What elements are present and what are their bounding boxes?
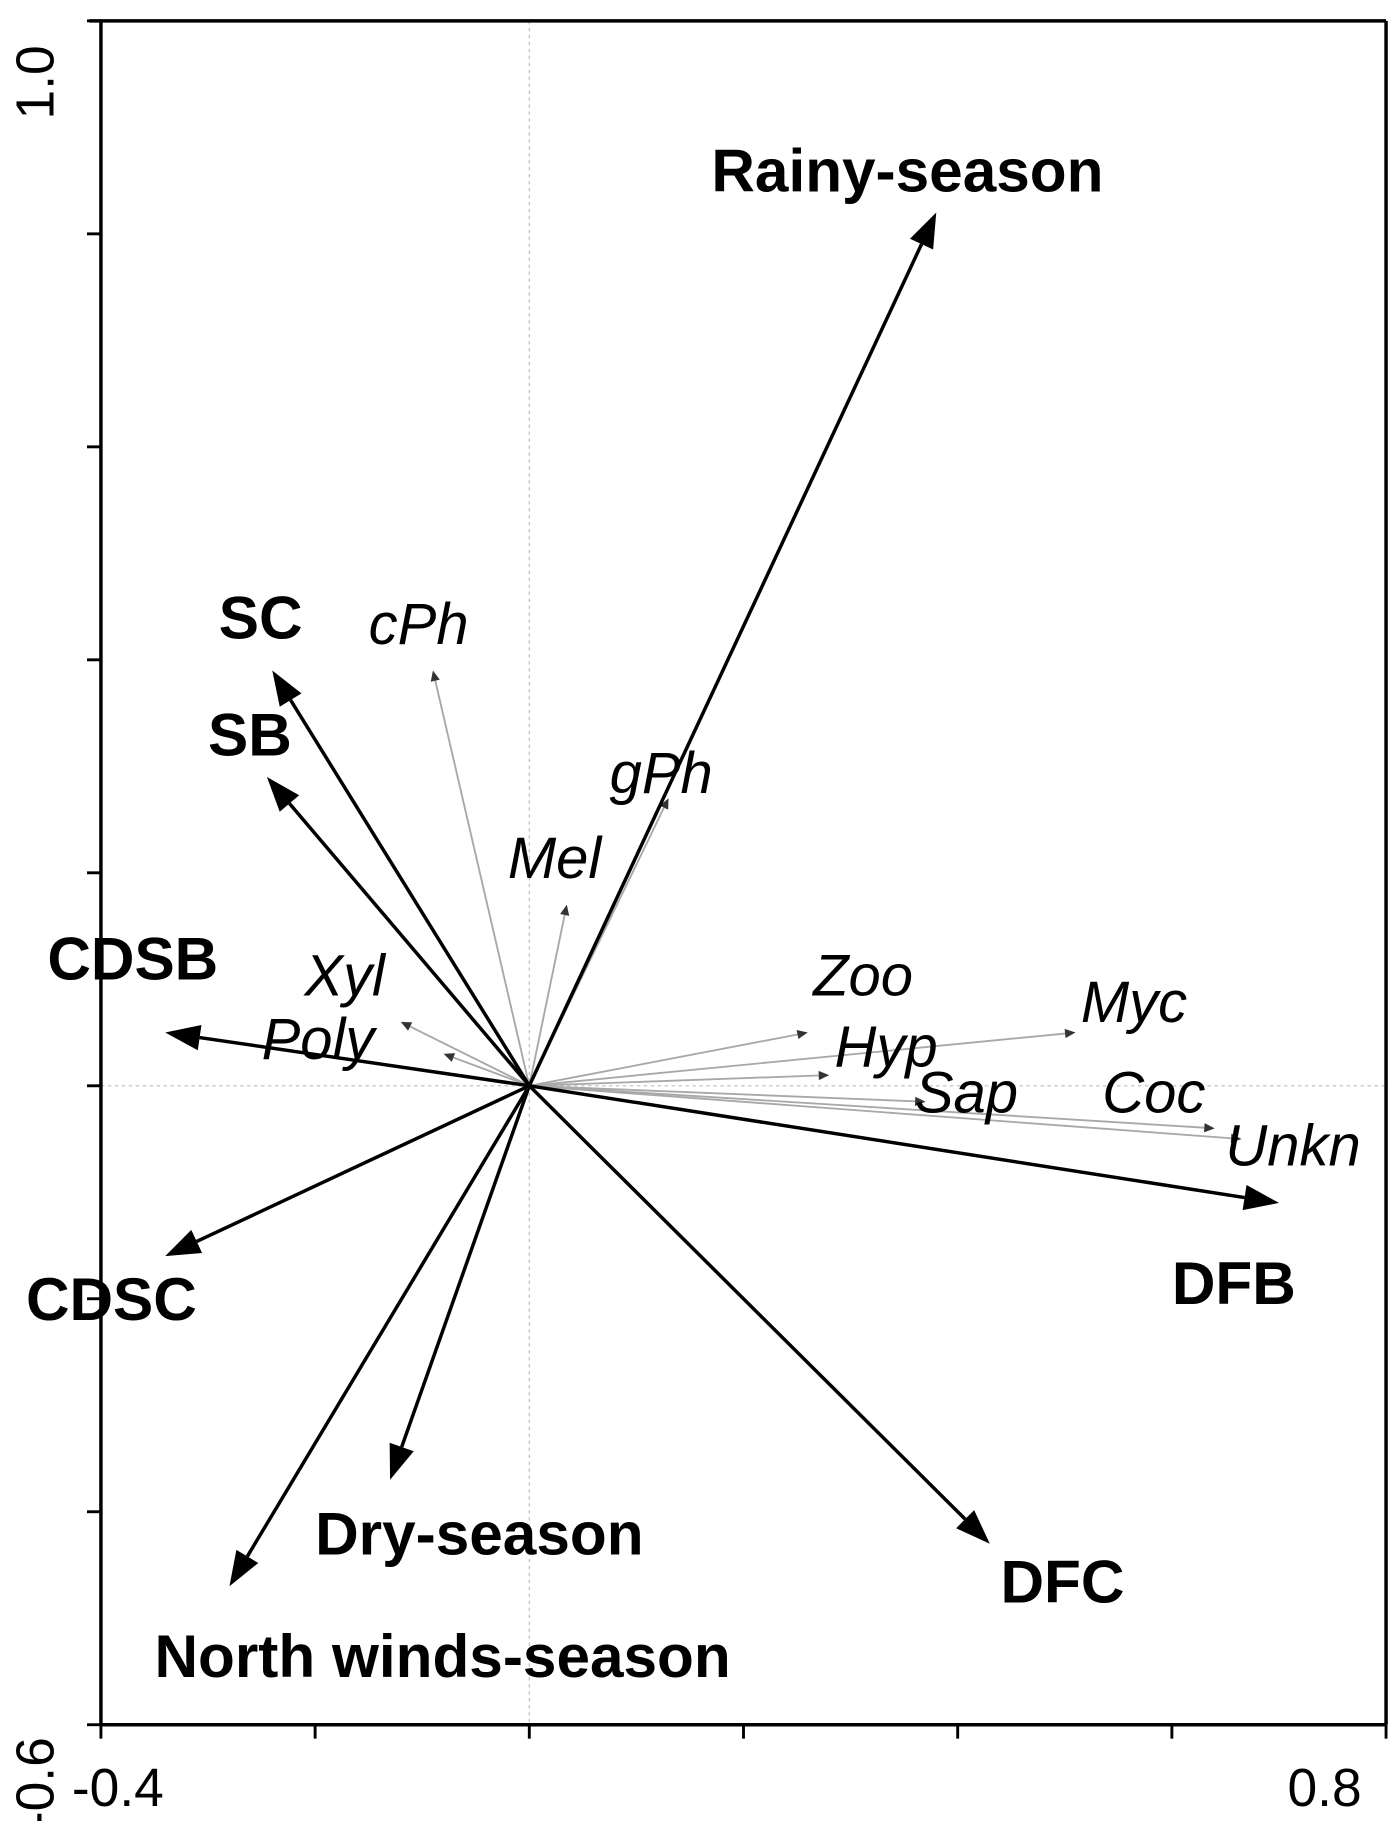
env-dry-season-label: Dry-season bbox=[315, 1499, 643, 1567]
species-label-unkn: Unkn bbox=[1225, 1115, 1360, 1179]
env-dfb-shaft bbox=[529, 1084, 1245, 1200]
species-coc-shaft bbox=[529, 1084, 1205, 1129]
species-hyp-arrowhead-icon bbox=[818, 1070, 830, 1081]
species-mel-shaft bbox=[528, 914, 566, 1086]
env-dfc-shaft bbox=[528, 1084, 967, 1521]
species-xyl-arrowhead-icon bbox=[400, 1021, 413, 1031]
species-vectors bbox=[400, 670, 1242, 1143]
species-label-cph: cPh bbox=[369, 593, 469, 657]
env-rainy-season-arrowhead-icon bbox=[910, 212, 937, 250]
species-unkn-arrowhead-icon bbox=[1230, 1133, 1242, 1143]
x-tick-label-max: 0.8 bbox=[1287, 1759, 1361, 1818]
environmental-vectors bbox=[165, 212, 1279, 1587]
species-mel-arrowhead-icon bbox=[560, 904, 570, 916]
species-gph-arrowhead-icon bbox=[659, 798, 669, 810]
env-north-winds-season-shaft bbox=[245, 1084, 531, 1558]
env-cdsb-label: CDSB bbox=[47, 924, 218, 992]
env-north-winds-season-label: North winds-season bbox=[154, 1622, 730, 1690]
y-tick-label-min: -0.6 bbox=[6, 1737, 65, 1821]
species-label-poly: Poly bbox=[262, 1008, 378, 1072]
species-sap-arrowhead-icon bbox=[914, 1096, 926, 1106]
env-sb-arrowhead-icon bbox=[266, 776, 300, 812]
x-tick-label-min: -0.4 bbox=[72, 1759, 164, 1818]
env-dfb-arrowhead-icon bbox=[1242, 1184, 1279, 1211]
env-sb-shaft bbox=[288, 802, 531, 1087]
species-hyp-shaft bbox=[529, 1074, 819, 1087]
env-north-winds-season-arrowhead-icon bbox=[229, 1549, 259, 1587]
species-poly-shaft bbox=[453, 1056, 530, 1087]
species-cph-arrowhead-icon bbox=[430, 670, 440, 682]
env-sc-label: SC bbox=[219, 584, 303, 652]
species-myc-shaft bbox=[529, 1032, 1066, 1087]
env-dfc-label: DFC bbox=[1001, 1547, 1125, 1615]
species-label-xyl: Xyl bbox=[302, 944, 387, 1008]
species-myc-arrowhead-icon bbox=[1064, 1028, 1076, 1039]
species-label-sap: Sap bbox=[915, 1061, 1018, 1125]
species-cph-shaft bbox=[434, 680, 531, 1086]
env-dfb-label: DFB bbox=[1172, 1249, 1296, 1317]
reference-lines bbox=[100, 20, 1387, 1725]
env-dry-season-arrowhead-icon bbox=[389, 1442, 414, 1480]
env-rainy-season-shaft bbox=[527, 243, 924, 1087]
species-label-myc: Myc bbox=[1081, 971, 1187, 1035]
env-cdsb-arrowhead-icon bbox=[165, 1024, 202, 1051]
species-zoo-arrowhead-icon bbox=[796, 1029, 808, 1040]
env-cdsc-shaft bbox=[195, 1084, 531, 1243]
species-label-coc: Coc bbox=[1102, 1061, 1205, 1125]
species-label-hyp: Hyp bbox=[835, 1016, 938, 1080]
species-xyl-shaft bbox=[409, 1025, 530, 1087]
species-poly-arrowhead-icon bbox=[443, 1053, 456, 1062]
species-zoo-shaft bbox=[529, 1033, 798, 1087]
species-unkn-shaft bbox=[529, 1084, 1232, 1140]
species-coc-arrowhead-icon bbox=[1204, 1123, 1215, 1133]
env-sb-label: SB bbox=[208, 701, 292, 769]
species-label-zoo: Zoo bbox=[811, 944, 913, 1008]
env-dfc-arrowhead-icon bbox=[956, 1510, 990, 1544]
env-sc-arrowhead-icon bbox=[272, 670, 302, 707]
env-sc-shaft bbox=[289, 699, 531, 1087]
species-sap-shaft bbox=[529, 1084, 916, 1103]
env-cdsb-shaft bbox=[199, 1035, 530, 1088]
env-dry-season-shaft bbox=[400, 1085, 531, 1448]
y-tick-label-max: 1.0 bbox=[6, 45, 65, 119]
species-label-mel: Mel bbox=[508, 827, 604, 891]
env-cdsc-label: CDSC bbox=[26, 1265, 197, 1333]
env-rainy-season-label: Rainy-season bbox=[711, 136, 1103, 204]
axes: -0.4 0.8 -0.6 1.0 bbox=[6, 19, 1388, 1821]
species-label-gph: gPh bbox=[610, 742, 713, 806]
env-cdsc-arrowhead-icon bbox=[165, 1229, 203, 1257]
